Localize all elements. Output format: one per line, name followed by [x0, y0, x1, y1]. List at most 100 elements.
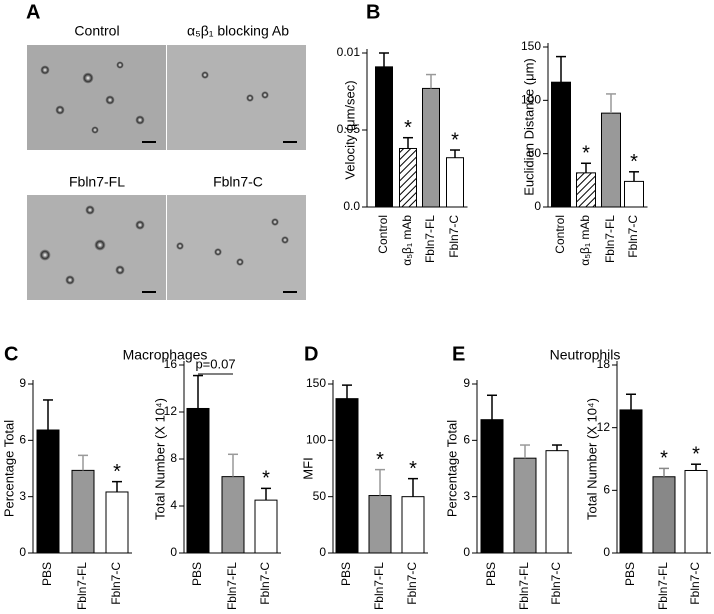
- x-tick-label: PBS: [623, 562, 637, 586]
- error-bar: [43, 399, 53, 431]
- y-tick-label: 3: [19, 489, 26, 503]
- x-tick-label: PBS: [40, 562, 54, 586]
- error-bar: [426, 73, 436, 89]
- x-tick-label: Fbln7-FL: [372, 562, 386, 610]
- panel-label: A: [26, 1, 40, 23]
- x-tick-label: Fbln7-C: [688, 562, 702, 605]
- error-bar: [659, 467, 669, 477]
- image-label: α₅β₁ blocking Ab: [187, 23, 289, 39]
- y-tick-label: 0: [19, 545, 26, 559]
- error-bar: [261, 487, 271, 501]
- y-tick-label: 12: [164, 404, 178, 418]
- error-bar: [629, 171, 639, 182]
- scale-bars: [142, 141, 297, 293]
- micrograph: [167, 195, 306, 300]
- bar: [624, 180, 644, 208]
- y-axis-label: Velocity (μm/sec): [342, 80, 357, 179]
- bar: [619, 409, 643, 554]
- x-tick-label: Fbln7-C: [258, 562, 272, 605]
- annotation: p=0.07: [195, 356, 235, 371]
- error-bar: [487, 394, 497, 420]
- error-bar: [228, 453, 238, 477]
- y-tick-label: 50: [313, 489, 327, 503]
- x-tick-label: PBS: [190, 562, 204, 586]
- y-tick-label: 12: [597, 420, 611, 434]
- micrographs: [27, 45, 306, 300]
- y-tick-label: 4: [170, 498, 177, 512]
- error-bar: [112, 480, 122, 492]
- y-tick-label: 0: [170, 545, 177, 559]
- x-tick-label: Fbln7-FL: [423, 215, 437, 263]
- image-label: Fbln7-C: [213, 174, 263, 190]
- y-tick-label: 16: [164, 357, 178, 371]
- x-tick-label: Fbln7-C: [405, 562, 419, 605]
- panel-title: Macrophages: [123, 347, 208, 363]
- bar: [399, 147, 417, 208]
- y-tick-label: 6: [463, 433, 470, 447]
- error-bar: [375, 468, 385, 496]
- significance-marker: *: [262, 468, 270, 490]
- y-axis-label: Total Number (X 10⁴): [584, 398, 599, 520]
- y-tick-label: 3: [463, 489, 470, 503]
- y-tick-label: 18: [597, 357, 611, 371]
- x-tick-label: Fbln7-FL: [225, 562, 239, 610]
- x-tick-label: Fbln7-FL: [517, 562, 531, 610]
- error-bar: [606, 93, 616, 114]
- significance-marker: *: [409, 458, 417, 480]
- bar: [446, 157, 464, 208]
- micrograph: [27, 45, 166, 150]
- y-tick-label: 6: [19, 433, 26, 447]
- x-tick-label: Control: [376, 215, 390, 254]
- x-tick-label: PBS: [339, 562, 353, 586]
- error-bar: [520, 444, 530, 459]
- y-tick-label: 0: [603, 545, 610, 559]
- significance-marker: *: [630, 151, 638, 173]
- panel-title: Neutrophils: [550, 347, 621, 363]
- image-label: Fbln7-FL: [69, 174, 125, 190]
- y-tick-label: 0.05: [337, 122, 361, 136]
- x-tick-label: Fbln7-C: [549, 562, 563, 605]
- x-tick-label: Fbln7-C: [109, 562, 123, 605]
- bar: [71, 469, 95, 554]
- error-bar: [342, 384, 352, 399]
- y-tick-label: 150: [306, 376, 326, 390]
- bar: [401, 496, 425, 554]
- significance-marker: *: [376, 449, 384, 471]
- error-bar: [552, 444, 562, 451]
- bar: [480, 419, 504, 554]
- y-tick-label: 100: [521, 93, 541, 107]
- significance-marker: *: [582, 143, 590, 165]
- error-bar: [78, 454, 88, 471]
- y-tick-label: 9: [19, 376, 26, 390]
- y-tick-label: 9: [463, 376, 470, 390]
- bar: [105, 491, 129, 554]
- error-bar: [403, 136, 413, 149]
- bar: [335, 398, 359, 554]
- y-axis-label: MFI: [300, 457, 315, 479]
- bar: [254, 499, 278, 554]
- bar: [368, 495, 392, 554]
- error-bar: [581, 162, 591, 173]
- y-tick-label: 0: [534, 199, 541, 213]
- error-bar: [408, 477, 418, 497]
- bar: [422, 87, 440, 208]
- y-tick-label: 0.0: [343, 199, 360, 213]
- bar: [684, 469, 708, 554]
- micrograph: [167, 45, 306, 150]
- bar: [186, 407, 210, 554]
- panel-label: D: [304, 343, 318, 365]
- bar: [513, 457, 537, 554]
- bar: [576, 172, 596, 208]
- error-bar: [450, 149, 460, 158]
- y-tick-label: 50: [528, 146, 542, 160]
- bar: [652, 476, 676, 554]
- bar: [375, 66, 393, 208]
- x-tick-label: Fbln7-C: [626, 215, 640, 258]
- image-label: Control: [74, 23, 119, 39]
- y-axis-label: Percentage Total: [1, 420, 16, 517]
- y-tick-label: 0.01: [337, 45, 361, 59]
- panel-label: E: [452, 343, 465, 365]
- x-tick-label: α₅β₁ mAb: [578, 215, 592, 266]
- significance-marker: *: [660, 448, 668, 470]
- error-bar: [626, 393, 636, 410]
